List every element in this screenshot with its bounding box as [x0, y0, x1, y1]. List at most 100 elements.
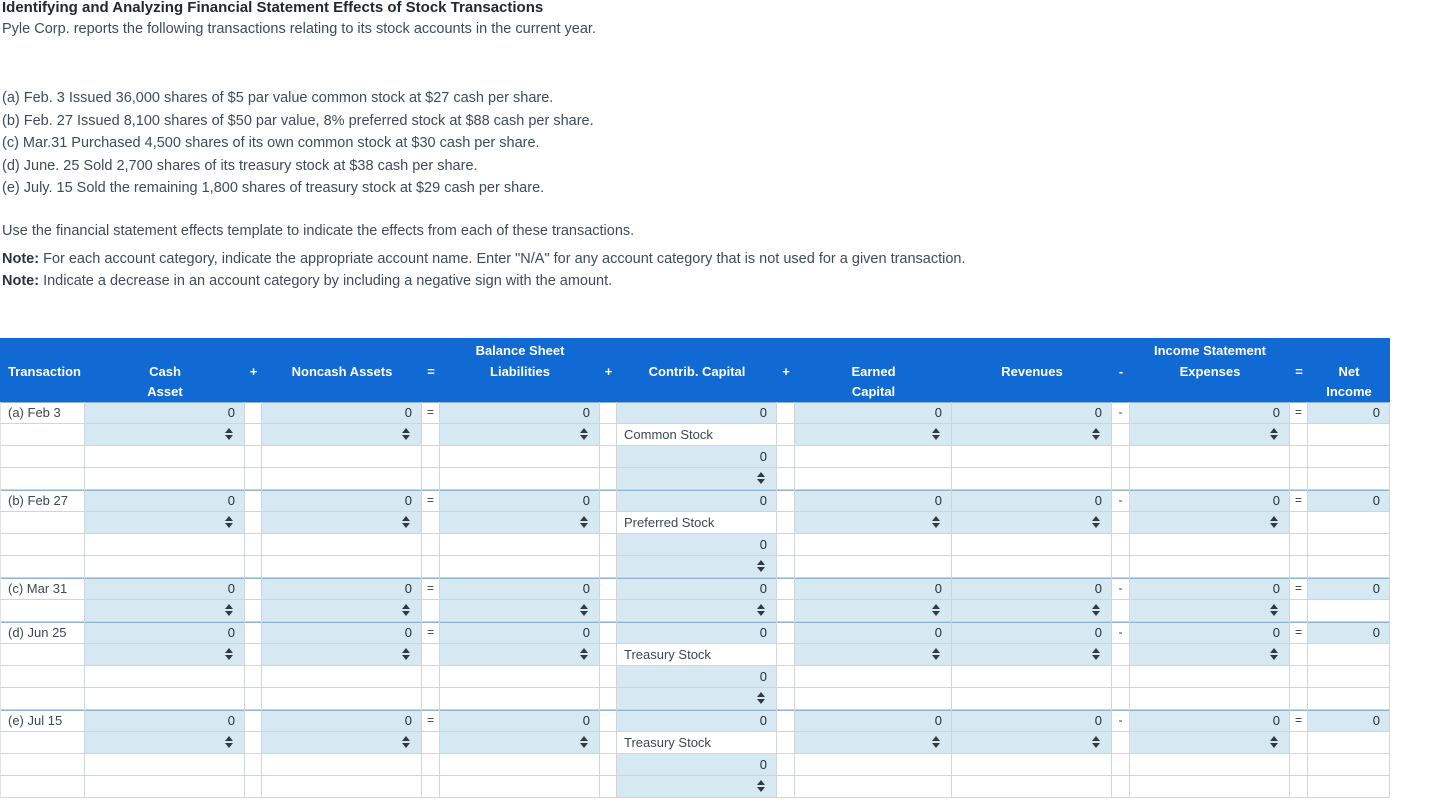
amount-input[interactable]: 0	[440, 710, 600, 732]
amount-input[interactable]: 0	[1308, 578, 1390, 600]
amount-input[interactable]: 0	[85, 402, 245, 424]
amount-input[interactable]: 0	[1308, 622, 1390, 644]
amount-input[interactable]: 0	[262, 578, 422, 600]
amount-input[interactable]: 0	[952, 490, 1112, 512]
amount-input[interactable]: 0	[1130, 622, 1290, 644]
account-select[interactable]	[85, 732, 245, 754]
account-name-input[interactable]: Preferred Stock	[617, 512, 777, 534]
spinner-arrows-icon	[402, 516, 410, 528]
amount-input[interactable]: 0	[617, 710, 777, 732]
account-select[interactable]	[440, 512, 600, 534]
account-select[interactable]	[617, 600, 777, 622]
account-select[interactable]	[440, 424, 600, 446]
account-select[interactable]	[952, 424, 1112, 446]
account-select[interactable]	[85, 512, 245, 534]
account-select[interactable]	[952, 512, 1112, 534]
account-select[interactable]	[1130, 732, 1290, 754]
account-select[interactable]	[795, 424, 952, 446]
account-select[interactable]	[262, 512, 422, 534]
account-name-input[interactable]: Treasury Stock	[617, 644, 777, 666]
account-select[interactable]	[85, 600, 245, 622]
operator-cell	[777, 688, 795, 710]
amount-input[interactable]: 0	[1308, 402, 1390, 424]
account-select[interactable]	[617, 688, 777, 710]
amount-input[interactable]: 0	[617, 402, 777, 424]
col-header-earned-capital: Earned	[851, 363, 896, 379]
account-select[interactable]	[795, 600, 952, 622]
account-select[interactable]	[85, 644, 245, 666]
account-select[interactable]	[440, 644, 600, 666]
operator-cell	[1290, 688, 1308, 710]
account-select[interactable]	[1130, 644, 1290, 666]
amount-input[interactable]: 0	[795, 578, 952, 600]
amount-input[interactable]: 0	[85, 622, 245, 644]
account-select[interactable]	[1130, 424, 1290, 446]
spinner-arrows-icon	[757, 472, 765, 484]
account-select[interactable]	[262, 644, 422, 666]
amount-input[interactable]: 0	[1308, 710, 1390, 732]
account-name-input[interactable]: Treasury Stock	[617, 732, 777, 754]
operator-cell	[777, 600, 795, 622]
amount-input[interactable]: 0	[85, 490, 245, 512]
account-select[interactable]	[262, 424, 422, 446]
account-select[interactable]	[1130, 512, 1290, 534]
account-select[interactable]	[795, 644, 952, 666]
amount-input[interactable]: 0	[440, 402, 600, 424]
account-select[interactable]	[440, 732, 600, 754]
amount-input[interactable]: 0	[952, 710, 1112, 732]
amount-input[interactable]: 0	[617, 578, 777, 600]
col-header-revenues: Revenues	[1001, 363, 1063, 379]
amount-input[interactable]: 0	[617, 490, 777, 512]
amount-input[interactable]: 0	[795, 490, 952, 512]
account-name-input[interactable]: Common Stock	[617, 424, 777, 446]
amount-input[interactable]: 0	[1308, 490, 1390, 512]
amount-input[interactable]: 0	[617, 534, 777, 556]
amount-input[interactable]: 0	[795, 710, 952, 732]
amount-input[interactable]: 0	[952, 622, 1112, 644]
empty-cell	[795, 556, 952, 578]
spinner-arrows-icon	[225, 604, 233, 616]
amount-input[interactable]: 0	[1130, 490, 1290, 512]
amount-input[interactable]: 0	[85, 710, 245, 732]
amount-input[interactable]: 0	[262, 490, 422, 512]
amount-input[interactable]: 0	[617, 622, 777, 644]
amount-input[interactable]: 0	[440, 622, 600, 644]
amount-input[interactable]: 0	[952, 402, 1112, 424]
account-select[interactable]	[952, 732, 1112, 754]
amount-input[interactable]: 0	[1130, 578, 1290, 600]
account-select[interactable]	[795, 732, 952, 754]
empty-cell	[795, 666, 952, 688]
operator-cell	[1290, 512, 1308, 534]
account-select[interactable]	[262, 732, 422, 754]
amount-input[interactable]: 0	[262, 402, 422, 424]
amount-input[interactable]: 0	[1130, 710, 1290, 732]
operator-cell	[1290, 468, 1308, 490]
account-select[interactable]	[1130, 600, 1290, 622]
empty-cell	[440, 666, 600, 688]
amount-input[interactable]: 0	[617, 754, 777, 776]
account-select[interactable]	[617, 776, 777, 798]
amount-input[interactable]: 0	[262, 622, 422, 644]
account-select[interactable]	[952, 644, 1112, 666]
account-select[interactable]	[440, 600, 600, 622]
amount-input[interactable]: 0	[440, 578, 600, 600]
amount-input[interactable]: 0	[952, 578, 1112, 600]
col-header-cash-asset-line2: Asset	[147, 383, 183, 399]
account-select[interactable]	[262, 600, 422, 622]
amount-input[interactable]: 0	[440, 490, 600, 512]
amount-input[interactable]: 0	[795, 402, 952, 424]
account-select[interactable]	[617, 556, 777, 578]
col-header-transaction: Transaction	[8, 363, 81, 379]
account-select[interactable]	[795, 512, 952, 534]
amount-input[interactable]: 0	[85, 578, 245, 600]
amount-input[interactable]: 0	[1130, 402, 1290, 424]
empty-cell	[85, 534, 245, 556]
amount-input[interactable]: 0	[795, 622, 952, 644]
account-select[interactable]	[85, 424, 245, 446]
amount-input[interactable]: 0	[617, 666, 777, 688]
amount-input[interactable]: 0	[262, 710, 422, 732]
account-select[interactable]	[952, 600, 1112, 622]
amount-input[interactable]: 0	[617, 446, 777, 468]
transaction-label	[0, 644, 85, 666]
account-select[interactable]	[617, 468, 777, 490]
